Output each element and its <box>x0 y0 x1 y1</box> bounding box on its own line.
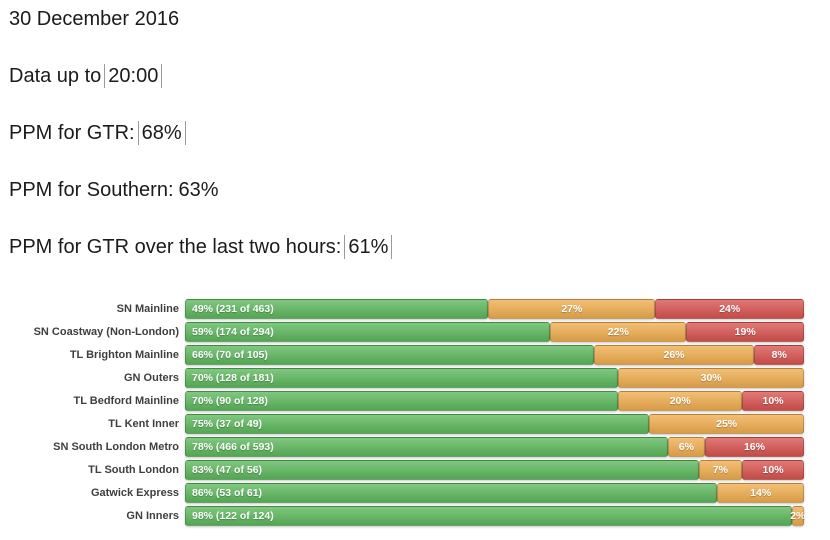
bar-track: 59% (174 of 294) 22% 19% <box>185 322 804 342</box>
late-segment: 30% <box>618 368 804 388</box>
on-time-segment: 86% (53 of 61) <box>185 483 718 503</box>
late-segment: 14% <box>717 483 804 503</box>
chart-row: SN South London Metro 78% (466 of 593) 6… <box>0 437 830 457</box>
late-segment: 25% <box>649 414 804 434</box>
on-time-segment: 70% (128 of 181) <box>185 368 619 388</box>
bar-track: 75% (37 of 49) 25% <box>185 414 804 434</box>
on-time-segment: 75% (37 of 49) <box>185 414 650 434</box>
ppm-southern-value: 63% <box>178 179 219 201</box>
ppm-gtr-2h-value[interactable]: 61% <box>344 235 393 259</box>
very-late-segment: 10% <box>742 460 804 480</box>
bar-track: 98% (122 of 124) 2% <box>185 506 805 526</box>
data-up-to-value[interactable]: 20:00 <box>104 64 163 88</box>
bar-track: 83% (47 of 56) 7% 10% <box>185 460 804 480</box>
ppm-southern-label: PPM for Southern: <box>9 179 174 201</box>
route-label: TL South London <box>88 464 179 476</box>
on-time-segment: 49% (231 of 463) <box>185 299 489 319</box>
route-label: SN Mainline <box>116 303 179 315</box>
on-time-segment: 59% (174 of 294) <box>185 322 551 342</box>
ppm-gtr-line: PPM for GTR: 68% <box>9 121 830 145</box>
bar-track: 86% (53 of 61) 14% <box>185 483 804 503</box>
ppm-gtr-label: PPM for GTR: <box>9 122 135 144</box>
very-late-segment: 19% <box>686 322 804 342</box>
on-time-segment: 70% (90 of 128) <box>185 391 619 411</box>
report-date: 30 December 2016 <box>9 8 830 31</box>
very-late-segment: 10% <box>742 391 804 411</box>
ppm-gtr-2h-label: PPM for GTR over the last two hours: <box>9 236 342 258</box>
very-late-segment: 24% <box>655 299 804 319</box>
chart-row: TL Kent Inner 75% (37 of 49) 25% <box>0 414 830 434</box>
late-segment: 6% <box>667 437 705 457</box>
bar-track: 78% (466 of 593) 6% 16% <box>185 437 804 457</box>
late-segment: 26% <box>593 345 755 365</box>
late-segment: 2% <box>790 506 805 526</box>
data-up-to-label: Data up to <box>9 65 102 87</box>
data-up-to-line: Data up to 20:00 <box>9 64 830 88</box>
chart-row: SN Coastway (Non-London) 59% (174 of 294… <box>0 322 830 342</box>
chart-row: GN Outers 70% (128 of 181) 30% <box>0 368 830 388</box>
route-label: SN South London Metro <box>53 441 179 453</box>
route-label: Gatwick Express <box>90 487 179 499</box>
very-late-segment: 16% <box>704 437 804 457</box>
route-label: SN Coastway (Non-London) <box>33 326 179 338</box>
very-late-segment: 8% <box>754 345 804 365</box>
ppm-gtr-value[interactable]: 68% <box>137 121 186 145</box>
late-segment: 22% <box>550 322 687 342</box>
bar-track: 70% (128 of 181) 30% <box>185 368 804 388</box>
chart-row: GN Inners 98% (122 of 124) 2% <box>0 506 830 526</box>
late-segment: 27% <box>488 299 656 319</box>
route-label: GN Inners <box>126 510 179 522</box>
route-label: GN Outers <box>123 372 179 384</box>
route-label: TL Bedford Mainline <box>73 395 179 407</box>
chart-row: SN Mainline 49% (231 of 463) 27% 24% <box>0 299 830 319</box>
route-label: TL Kent Inner <box>108 418 179 430</box>
ppm-gtr-2h-line: PPM for GTR over the last two hours: 61% <box>9 235 830 259</box>
chart-row: TL Bedford Mainline 70% (90 of 128) 20% … <box>0 391 830 411</box>
chart-rows: SN Mainline 49% (231 of 463) 27% 24% SN … <box>0 299 830 526</box>
bar-track: 70% (90 of 128) 20% 10% <box>185 391 804 411</box>
chart-row: Gatwick Express 86% (53 of 61) 14% <box>0 483 830 503</box>
ppm-stacked-bar-chart: SN Mainline 49% (231 of 463) 27% 24% SN … <box>0 299 830 526</box>
chart-row: TL South London 83% (47 of 56) 7% 10% <box>0 460 830 480</box>
bar-track: 66% (70 of 105) 26% 8% <box>185 345 804 365</box>
late-segment: 20% <box>618 391 743 411</box>
ppm-southern-line: PPM for Southern: 63% <box>9 179 830 202</box>
on-time-segment: 98% (122 of 124) <box>185 506 792 526</box>
chart-row: TL Brighton Mainline 66% (70 of 105) 26%… <box>0 345 830 365</box>
report-date-text: 30 December 2016 <box>9 8 180 30</box>
report-header: 30 December 2016 Data up to 20:00 PPM for… <box>0 0 830 259</box>
on-time-segment: 78% (466 of 593) <box>185 437 668 457</box>
on-time-segment: 83% (47 of 56) <box>185 460 699 480</box>
on-time-segment: 66% (70 of 105) <box>185 345 594 365</box>
route-label: TL Brighton Mainline <box>69 349 179 361</box>
late-segment: 7% <box>698 460 743 480</box>
bar-track: 49% (231 of 463) 27% 24% <box>185 299 804 319</box>
